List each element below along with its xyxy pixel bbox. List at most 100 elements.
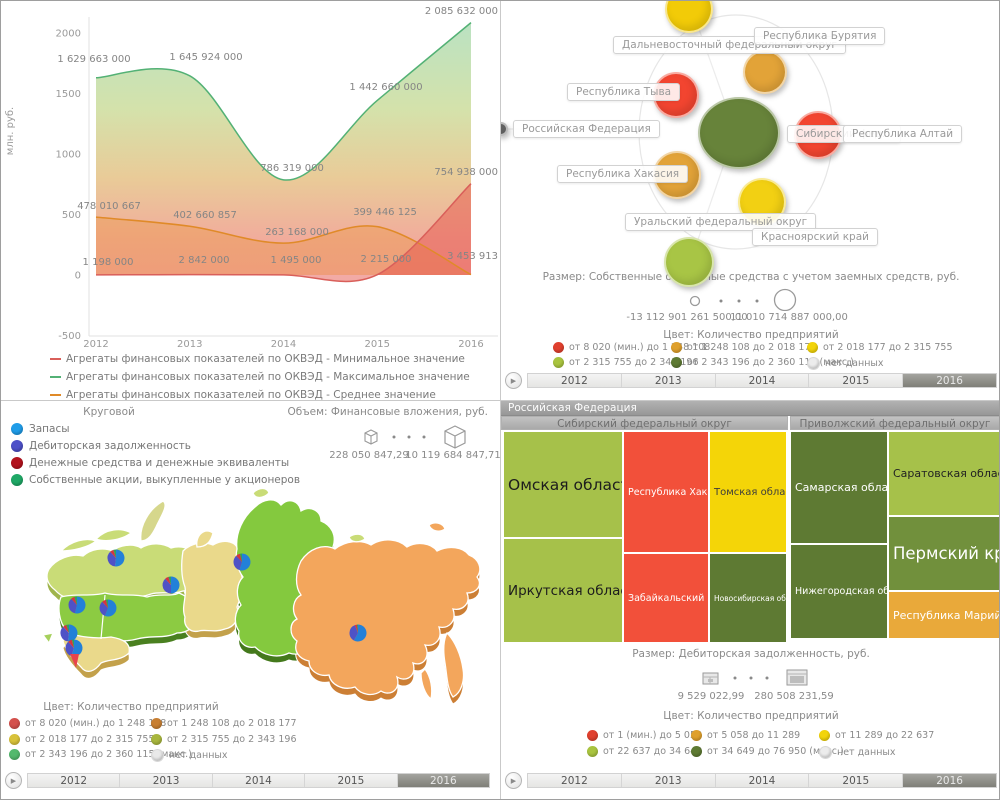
pie-marker[interactable] <box>107 549 125 567</box>
y-axis-tick: 1500 <box>56 89 81 100</box>
legend-range-label: от 8 020 (мин.) до 1 248 108 <box>25 718 167 729</box>
x-axis-tick: 2015 <box>365 339 390 350</box>
treemap-cell[interactable]: Иркутская область <box>503 538 623 643</box>
timeline-segment-2015[interactable]: 2015 <box>809 374 904 387</box>
year-slider-bar[interactable]: 2012 2013 2014 2015 2016 <box>527 373 997 388</box>
treemap-root-label[interactable]: Российская Федерация <box>501 401 999 416</box>
legend-range-label: нет данных <box>169 750 228 761</box>
map-region-new-siberian[interactable] <box>348 533 366 543</box>
legend-line-swatch <box>50 376 61 378</box>
year-slider-bar[interactable]: 2012 2013 2014 2015 2016 <box>27 773 490 788</box>
color-legend-item: от 2 018 177 до 2 315 755 <box>807 342 952 353</box>
map-region-kanin[interactable] <box>94 528 133 542</box>
point-label-max: 1 645 924 000 <box>169 52 242 63</box>
pie-marker[interactable] <box>162 576 180 594</box>
treemap-cell[interactable]: Омская область <box>503 431 623 538</box>
network-color-legend-title: Цвет: Количество предприятий <box>663 329 839 341</box>
legend-range-label: от 1 (мин.) до 5 058 <box>603 730 703 741</box>
pie-marker[interactable] <box>60 624 78 642</box>
treemap-cell[interactable]: Республика Марий Эл <box>888 591 999 639</box>
network-size-min-value: -13 112 901 261 500,00 <box>626 312 748 323</box>
timeline-segment-2013[interactable]: 2013 <box>621 374 716 387</box>
panel-treemap: Российская Федерация Сибирский федеральн… <box>501 401 999 799</box>
x-axis-tick: 2016 <box>458 339 483 350</box>
map-chart-type-label[interactable]: Круговой <box>83 406 135 418</box>
map-region-wrangel[interactable] <box>428 522 446 532</box>
region-node[interactable] <box>743 50 787 94</box>
map-region-novaya-zemlya[interactable] <box>140 500 166 542</box>
legend-range-label: от 22 637 до 34 649 <box>603 746 703 757</box>
timeline-segment-2014[interactable]: 2014 <box>715 774 810 787</box>
map-volume-legend-title: Объем: Финансовые вложения, руб. <box>287 406 488 418</box>
color-legend-item: нет данных <box>151 749 228 762</box>
timeline-segment-2013[interactable]: 2013 <box>120 774 213 787</box>
timeline-segment-2016[interactable]: 2016 <box>903 774 996 787</box>
map-region-yamal[interactable] <box>196 530 214 548</box>
timeline-segment-2015[interactable]: 2015 <box>809 774 904 787</box>
point-label-avg: 478 010 667 <box>77 201 141 212</box>
legend-range-label: от 5 058 до 11 289 <box>707 730 801 741</box>
timeline-segment-2016[interactable]: 2016 <box>903 374 996 387</box>
treemap-cell[interactable]: Нижегородская область <box>790 544 888 639</box>
treemap-cell[interactable]: Саратовская область <box>888 431 999 516</box>
play-icon[interactable]: ▶ <box>505 372 522 389</box>
map-region-far-east[interactable] <box>290 539 481 696</box>
map-color-legend-title: Цвет: Количество предприятий <box>43 701 219 713</box>
map-region-ural[interactable] <box>181 540 244 633</box>
legend-range-label: от 2 343 196 до 2 360 115 (макс.) <box>687 357 854 368</box>
timeline-segment-2014[interactable]: 2014 <box>715 374 810 387</box>
region-node[interactable] <box>698 97 780 169</box>
color-legend-item: от 2 018 177 до 2 315 755 <box>9 734 154 745</box>
pie-marker[interactable] <box>68 596 86 614</box>
treemap-cell[interactable]: Томская область <box>709 431 787 553</box>
legend-color-dot <box>553 357 564 368</box>
play-icon[interactable]: ▶ <box>5 772 22 789</box>
color-legend-item: от 22 637 до 34 649 <box>587 746 702 757</box>
area-avg <box>96 217 471 275</box>
map-region-crimea[interactable] <box>41 632 55 645</box>
network-size-legend-title: Размер: Собственные оборотные средства с… <box>542 271 960 283</box>
treemap-group-header-2[interactable]: Приволжский федеральный округ <box>790 416 999 430</box>
legend-range-label: от 2 315 755 до 2 343 196 <box>569 357 699 368</box>
treemap-cell[interactable]: Республика Хакасия <box>623 431 709 553</box>
treemap-cell[interactable]: Пермский край <box>888 516 999 591</box>
line-max <box>95 22 472 181</box>
legend-color-dot <box>671 357 682 368</box>
timeline-segment-2012[interactable]: 2012 <box>528 374 622 387</box>
map-year-slider: ▶ 2012 2013 2014 2015 2016 <box>5 772 490 789</box>
size-min-max-circles-icon <box>689 288 797 311</box>
map-region-severnaya[interactable] <box>252 487 270 499</box>
pie-marker[interactable] <box>99 599 117 617</box>
region-node[interactable] <box>664 237 714 287</box>
treemap-group-header-1[interactable]: Сибирский федеральный округ <box>501 416 788 430</box>
legend-color-dot <box>151 749 164 762</box>
treemap-cell[interactable]: Самарская область <box>790 431 888 544</box>
map-region-kamchatka[interactable] <box>443 631 465 698</box>
play-icon[interactable]: ▶ <box>505 772 522 789</box>
node-tooltip-label: Красноярский край <box>752 228 878 246</box>
timeline-segment-2012[interactable]: 2012 <box>528 774 622 787</box>
pie-marker[interactable] <box>233 553 251 571</box>
timeline-segment-2014[interactable]: 2014 <box>212 774 306 787</box>
node-tooltip-label: Республика Бурятия <box>754 27 886 45</box>
legend-color-dot <box>819 730 830 741</box>
timeline-segment-2016[interactable]: 2016 <box>397 774 490 787</box>
pie-legend-item: Денежные средства и денежные эквиваленты <box>11 457 289 469</box>
year-slider-bar[interactable]: 2012 2013 2014 2015 2016 <box>527 773 997 788</box>
y-axis-label: млн. руб. <box>5 107 16 155</box>
treemap-cell[interactable]: Забайкальский край <box>623 553 709 643</box>
color-legend-item: от 2 343 196 до 2 360 115 (макс.) <box>671 357 854 368</box>
timeline-segment-2013[interactable]: 2013 <box>621 774 716 787</box>
timeline-segment-2012[interactable]: 2012 <box>28 774 121 787</box>
pie-marker[interactable] <box>349 624 367 642</box>
map-region-kola[interactable] <box>59 538 98 552</box>
timeline-segment-2015[interactable]: 2015 <box>305 774 398 787</box>
treemap-cell[interactable]: Новосибирская область <box>709 553 787 643</box>
region-node[interactable] <box>501 122 508 136</box>
color-legend-item: от 1 (мин.) до 5 058 <box>587 730 702 741</box>
russia-map <box>41 487 481 705</box>
pie-marker[interactable] <box>65 639 83 657</box>
legend-range-label: нет данных <box>837 747 896 758</box>
panel-financial-aggregates-chart: -500 0 500 1000 1500 2000 2012 2013 2014 2015 2016… <box>1 1 501 401</box>
map-region-sakhalin[interactable] <box>420 668 433 701</box>
